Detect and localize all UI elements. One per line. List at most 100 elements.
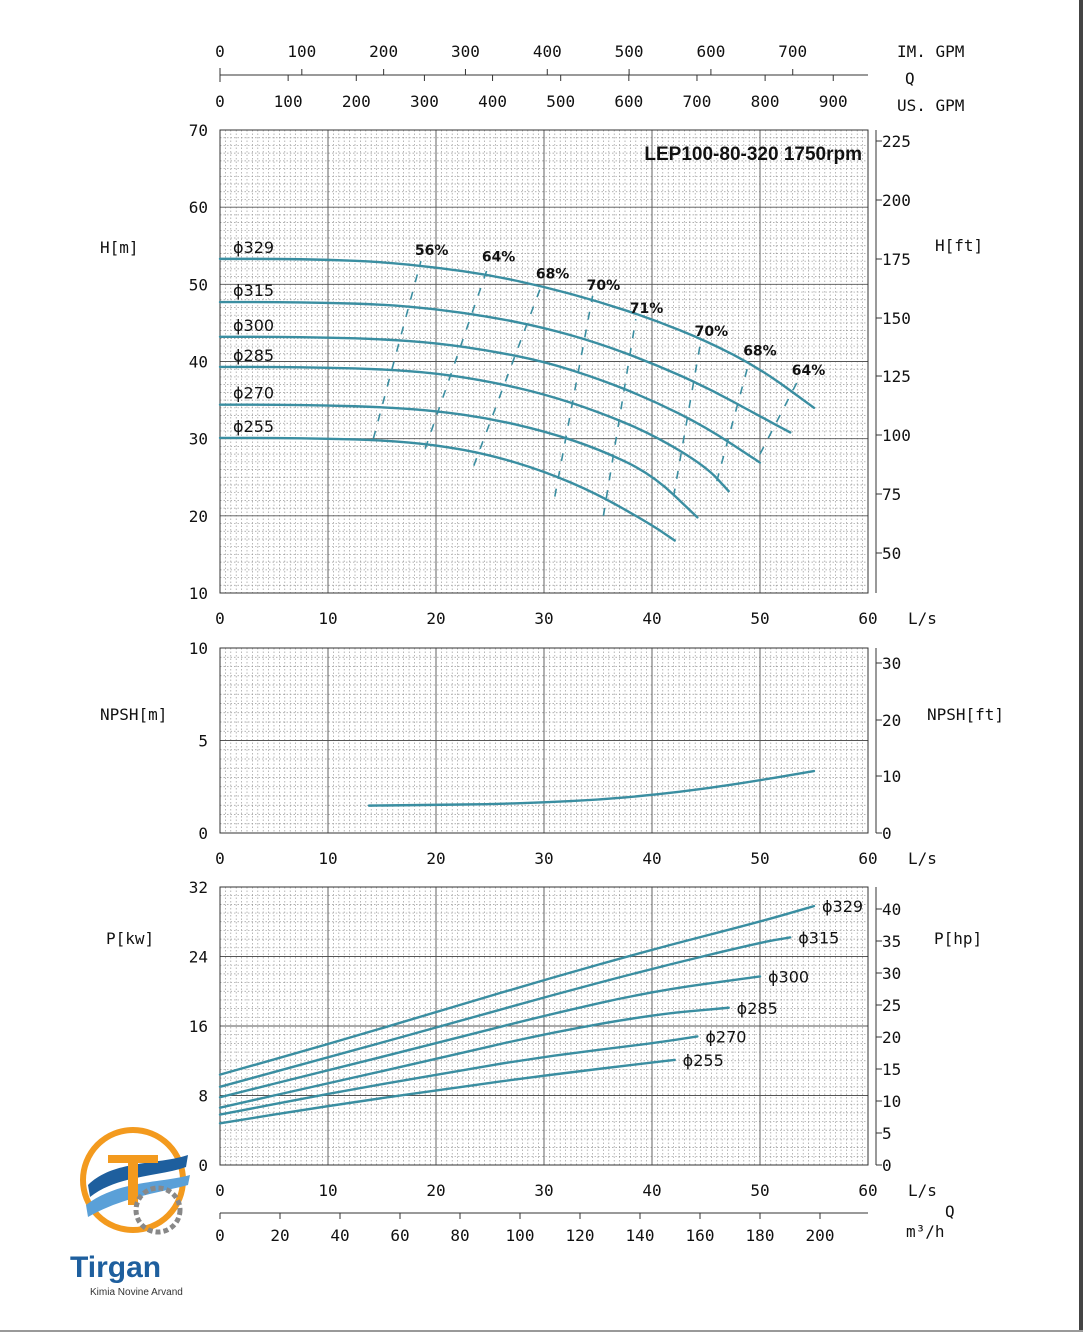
q-top-label: Q bbox=[905, 69, 915, 88]
y-right-tick-label: 40 bbox=[882, 900, 901, 919]
efficiency-label: 68% bbox=[743, 344, 777, 360]
y-right-tick-label: 10 bbox=[882, 1092, 901, 1111]
y-tick-label: 70 bbox=[189, 121, 208, 140]
y-right-tick-label: 175 bbox=[882, 250, 911, 269]
logo-name: Tirgan bbox=[70, 1251, 161, 1284]
us-gpm-unit: US. GPM bbox=[897, 96, 964, 115]
panel-frame bbox=[219, 647, 869, 834]
im-gpm-unit: IM. GPM bbox=[897, 42, 964, 61]
x-tick-label: 30 bbox=[534, 609, 553, 628]
x-tick-label: 0 bbox=[215, 609, 225, 628]
x-tick-label: 20 bbox=[426, 609, 445, 628]
head-panel: 10 20 30 40 50 60 70 50 75 100 125 150 175 200 225 0 10 2… bbox=[100, 121, 983, 628]
us-tick-label: 200 bbox=[342, 92, 371, 111]
series-line-head bbox=[218, 403, 699, 519]
efficiency-line bbox=[672, 342, 702, 497]
us-tick-label: 100 bbox=[274, 92, 303, 111]
x-tick-label: 40 bbox=[642, 609, 661, 628]
y-right-tick-label: 10 bbox=[882, 767, 901, 786]
efficiency-line bbox=[424, 267, 489, 449]
power-curve-label: ϕ270 bbox=[705, 1027, 746, 1046]
us-tick-label: 600 bbox=[614, 92, 643, 111]
y-right-tick-label: 225 bbox=[882, 132, 911, 151]
y-right-tick-label: 0 bbox=[882, 824, 892, 843]
x-tick-label: 50 bbox=[750, 1181, 769, 1200]
y-right-tick-label: 200 bbox=[882, 191, 911, 210]
y-right-tick-label: 20 bbox=[882, 1028, 901, 1047]
panel-frame bbox=[219, 886, 869, 1166]
head-curve-label: ϕ329 bbox=[233, 238, 274, 257]
series-line-power bbox=[218, 936, 792, 1089]
power-curve-label: ϕ329 bbox=[822, 897, 863, 916]
tirgan-logo: Tirgan Kimia Novine Arvand bbox=[70, 1127, 190, 1298]
us-tick-label: 0 bbox=[215, 92, 225, 111]
head-curve-label: ϕ285 bbox=[233, 346, 274, 365]
us-tick-label: 500 bbox=[546, 92, 575, 111]
im-tick-label: 400 bbox=[533, 42, 562, 61]
y-right-tick-label: 30 bbox=[882, 964, 901, 983]
x-tick-label: 60 bbox=[858, 849, 877, 868]
m3h-tick-label: 100 bbox=[506, 1226, 535, 1245]
x-tick-label: 10 bbox=[318, 849, 337, 868]
series-line-head bbox=[218, 335, 762, 464]
us-tick-label: 400 bbox=[478, 92, 507, 111]
efficiency-line bbox=[716, 361, 750, 482]
x-tick-label: 40 bbox=[642, 1181, 661, 1200]
y-right-axis-title: H[ft] bbox=[935, 236, 983, 255]
us-tick-label: 300 bbox=[410, 92, 439, 111]
y-axis-title: P[kw] bbox=[106, 929, 154, 948]
efficiency-line bbox=[372, 260, 422, 439]
series-line-head bbox=[218, 436, 676, 542]
x-unit-label: L/s bbox=[908, 609, 937, 628]
series-line-power bbox=[218, 1058, 676, 1125]
y-tick-label: 40 bbox=[189, 353, 208, 372]
page-right-border bbox=[1079, 0, 1083, 1332]
y-right-tick-label: 100 bbox=[882, 426, 911, 445]
efficiency-label: 56% bbox=[415, 243, 449, 259]
m3h-axis: 0 20 40 60 80 100 120 140 160 180 200 bbox=[215, 1212, 868, 1245]
x-tick-label: 10 bbox=[318, 1181, 337, 1200]
y-axis-title: NPSH[m] bbox=[100, 705, 167, 724]
x-unit-label: L/s bbox=[908, 1181, 937, 1200]
x-tick-label: 40 bbox=[642, 849, 661, 868]
y-right-tick-label: 0 bbox=[882, 1156, 892, 1175]
m3h-tick-label: 160 bbox=[686, 1226, 715, 1245]
im-tick-label: 0 bbox=[215, 42, 225, 61]
y-tick-label: 20 bbox=[189, 507, 208, 526]
m3h-tick-label: 40 bbox=[330, 1226, 349, 1245]
power-curve-label: ϕ315 bbox=[798, 928, 839, 947]
head-curve-label: ϕ270 bbox=[233, 384, 274, 403]
series-line-power bbox=[218, 975, 762, 1099]
model-label: LEP100-80-320 1750rpm bbox=[644, 144, 862, 165]
head-curve-label: ϕ255 bbox=[233, 417, 274, 436]
y-tick-label: 8 bbox=[198, 1087, 208, 1106]
series-line-head bbox=[218, 365, 730, 493]
power-curve-label: ϕ285 bbox=[737, 999, 778, 1018]
y-tick-label: 24 bbox=[189, 948, 208, 967]
power-curve-label: ϕ255 bbox=[683, 1051, 724, 1070]
y-right-tick-label: 50 bbox=[882, 544, 901, 563]
m3h-tick-label: 180 bbox=[746, 1226, 775, 1245]
y-tick-label: 30 bbox=[189, 430, 208, 449]
y-axis-title: H[m] bbox=[100, 238, 139, 257]
y-right-axis-title: P[hp] bbox=[934, 929, 982, 948]
y-tick-label: 16 bbox=[189, 1017, 208, 1036]
y-tick-label: 10 bbox=[189, 639, 208, 658]
y-right-tick-label: 125 bbox=[882, 367, 911, 386]
series-line-npsh bbox=[367, 769, 816, 807]
y-right-tick-label: 25 bbox=[882, 996, 901, 1015]
efficiency-label: 70% bbox=[587, 278, 621, 294]
x-tick-label: 60 bbox=[858, 609, 877, 628]
m3h-unit: m³/h bbox=[906, 1222, 945, 1241]
efficiency-label: 71% bbox=[630, 301, 664, 317]
y-right-tick-label: 5 bbox=[882, 1124, 892, 1143]
x-tick-label: 0 bbox=[215, 1181, 225, 1200]
us-tick-label: 900 bbox=[819, 92, 848, 111]
m3h-tick-label: 200 bbox=[806, 1226, 835, 1245]
m3h-tick-label: 80 bbox=[450, 1226, 469, 1245]
efficiency-line bbox=[602, 318, 637, 516]
page-bottom-border bbox=[0, 1330, 1083, 1332]
y-tick-label: 0 bbox=[198, 1156, 208, 1175]
m3h-tick-label: 140 bbox=[626, 1226, 655, 1245]
y-tick-label: 5 bbox=[198, 732, 208, 751]
